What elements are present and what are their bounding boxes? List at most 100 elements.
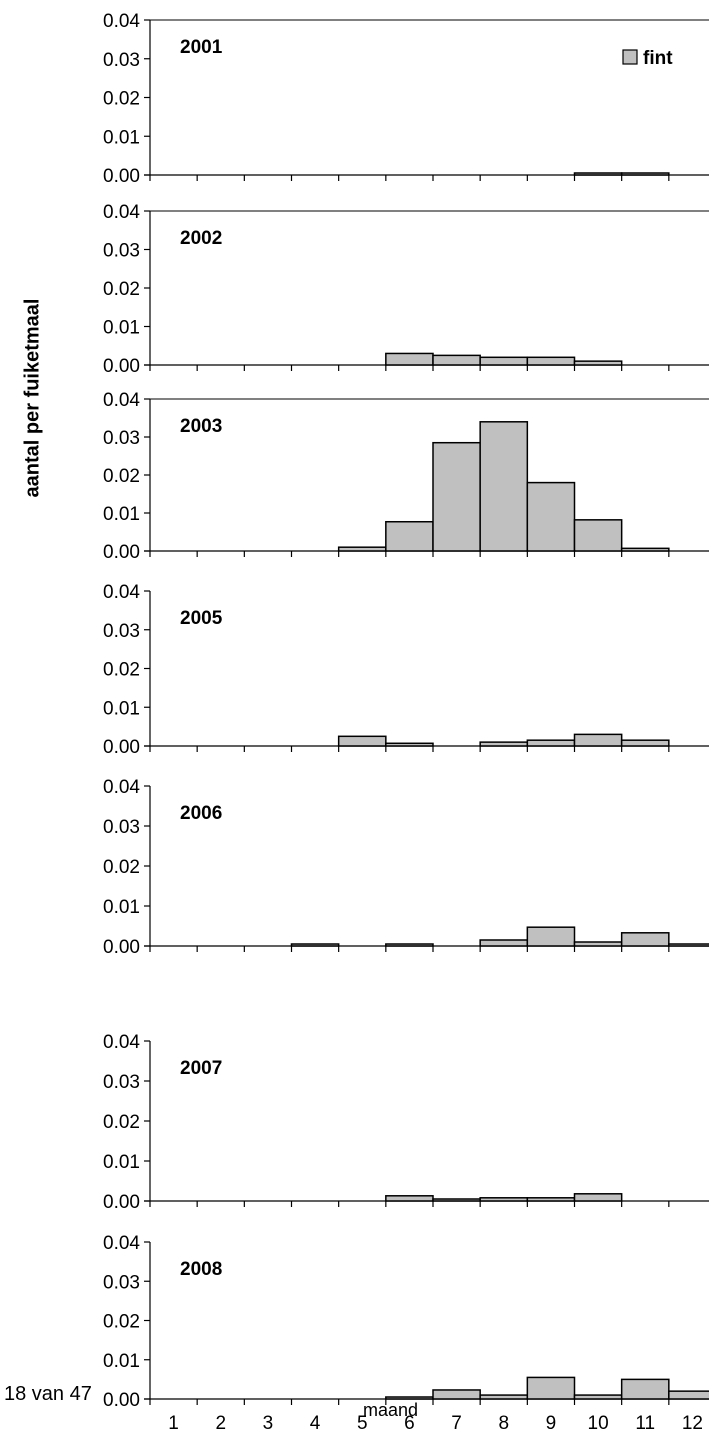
bar (337, 735, 387, 747)
y-tick-label: 0.02 (103, 466, 140, 487)
y-tick-label: 0.04 (103, 1233, 140, 1254)
bar (573, 172, 623, 176)
y-tick-label: 0.03 (103, 817, 140, 838)
bar (620, 547, 670, 552)
bar (290, 943, 340, 947)
bar (620, 172, 670, 176)
panel-year-label: 2002 (180, 228, 222, 249)
panel-year-label: 2006 (180, 803, 222, 824)
x-axis-title: maand (363, 1400, 419, 1420)
y-tick-label: 0.01 (103, 698, 140, 719)
bar (385, 742, 434, 747)
bar (620, 932, 670, 947)
y-tick-label: 0.00 (103, 737, 140, 758)
y-axis-title: aantal per fuiketmaal (21, 298, 44, 498)
y-tick-label: 0.02 (103, 857, 140, 878)
y-tick-label: 0.00 (103, 542, 140, 563)
x-tick-label: 6 (404, 1413, 415, 1434)
y-tick-label: 0.01 (103, 318, 140, 339)
bar (432, 1198, 481, 1202)
y-tick-label: 0.03 (103, 50, 140, 71)
y-tick-label: 0.00 (103, 1192, 140, 1213)
y-tick-label: 0.01 (103, 504, 140, 525)
bar (432, 354, 481, 366)
bar (385, 1396, 434, 1400)
legend-swatch (622, 49, 638, 65)
y-tick-label: 0.02 (103, 660, 140, 681)
y-tick-label: 0.01 (103, 1152, 140, 1173)
bar (668, 943, 709, 947)
y-axis-title-wrap: aantal per fuiketmaal (18, 248, 48, 548)
bar (620, 1378, 670, 1400)
bar (573, 733, 623, 747)
panel-year-label: 2003 (180, 416, 222, 437)
bar (479, 939, 529, 947)
x-tick-label: 12 (682, 1413, 703, 1434)
bar (479, 421, 529, 552)
x-tick-label: 5 (357, 1413, 368, 1434)
bar (526, 1376, 576, 1400)
y-tick-label: 0.02 (103, 1312, 140, 1333)
bar (526, 481, 576, 552)
bar (668, 1390, 709, 1400)
bar (385, 520, 434, 552)
y-tick-label: 0.00 (103, 166, 140, 187)
y-tick-label: 0.03 (103, 241, 140, 262)
panel-year-label: 2008 (180, 1259, 222, 1280)
bar (573, 941, 623, 947)
bar (385, 943, 434, 947)
y-tick-label: 0.04 (103, 202, 140, 223)
y-tick-label: 0.03 (103, 428, 140, 449)
panel-year-label: 2005 (180, 608, 223, 629)
y-tick-label: 0.00 (103, 356, 140, 377)
y-tick-label: 0.01 (103, 897, 140, 918)
x-tick-label: 10 (588, 1413, 609, 1434)
bar (479, 356, 529, 366)
y-tick-label: 0.03 (103, 621, 140, 642)
x-tick-label: 7 (451, 1413, 462, 1434)
x-tick-label: 9 (546, 1413, 557, 1434)
bar (526, 926, 576, 947)
bar (573, 519, 623, 552)
y-tick-label: 0.04 (103, 777, 140, 798)
bar (385, 352, 434, 366)
x-tick-label: 4 (310, 1413, 321, 1434)
bar (573, 360, 623, 366)
y-tick-label: 0.04 (103, 582, 140, 603)
x-tick-label: 3 (263, 1413, 274, 1434)
x-tick-label: 11 (635, 1413, 655, 1434)
y-tick-label: 0.02 (103, 279, 140, 300)
y-tick-label: 0.01 (103, 1351, 140, 1372)
bar (479, 1394, 529, 1400)
bar (573, 1394, 623, 1400)
y-tick-label: 0.03 (103, 1272, 140, 1293)
bar (385, 1195, 434, 1202)
bar (526, 1197, 576, 1202)
y-tick-label: 0.00 (103, 937, 140, 958)
page-number: 18 van 47 (4, 1383, 92, 1405)
x-tick-label: 2 (215, 1413, 226, 1434)
y-tick-label: 0.00 (103, 1390, 140, 1411)
x-tick-label: 1 (168, 1413, 179, 1434)
legend-label: fint (643, 48, 673, 69)
bar (479, 741, 529, 747)
y-tick-label: 0.02 (103, 89, 140, 110)
bar (432, 1389, 481, 1400)
x-tick-label: 8 (498, 1413, 509, 1434)
y-tick-label: 0.01 (103, 127, 140, 148)
panel-year-label: 2001 (180, 37, 223, 58)
bar (479, 1197, 529, 1202)
y-tick-label: 0.04 (103, 390, 140, 411)
y-tick-label: 0.03 (103, 1072, 140, 1093)
bar (526, 356, 576, 366)
y-tick-label: 0.02 (103, 1112, 140, 1133)
bar (526, 739, 576, 747)
bar (620, 739, 670, 747)
y-tick-label: 0.04 (103, 11, 140, 32)
bar (337, 546, 387, 552)
y-tick-label: 0.04 (103, 1032, 140, 1053)
bar (573, 1193, 623, 1202)
panel-year-label: 2007 (180, 1058, 222, 1079)
bar (432, 441, 481, 552)
